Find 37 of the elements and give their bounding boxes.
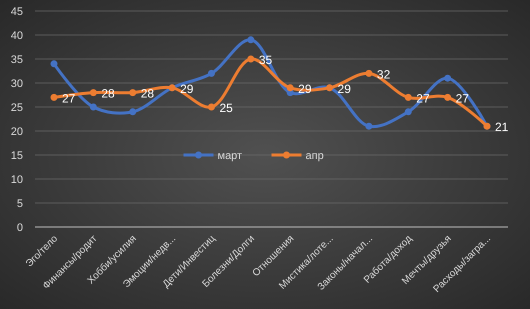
legend-label: март [218,150,242,162]
point [129,108,136,116]
point [90,104,97,110]
point [404,108,412,116]
y-tick-label: 0 [16,222,23,234]
point [365,122,372,130]
data-label: 27 [456,91,470,106]
point [444,74,452,82]
data-label: 25 [219,101,234,115]
point [50,94,58,101]
y-tick-label: 45 [10,6,23,18]
point [50,60,58,68]
point [404,94,412,101]
y-tick-label: 40 [10,30,23,42]
point [247,56,254,62]
data-label: 29 [338,82,352,96]
data-label: 21 [495,120,509,134]
point [365,70,372,77]
data-label: 27 [416,91,430,106]
point [90,89,97,96]
y-tick-label: 5 [16,198,23,210]
y-tick-label: 20 [10,126,23,138]
y-tick-label: 35 [10,54,23,66]
point [208,70,215,77]
point [129,89,136,96]
point [247,36,254,44]
point [208,104,215,110]
y-tick-label: 25 [10,102,23,114]
point [286,84,294,92]
y-tick-label: 30 [10,78,23,90]
y-tick-label: 15 [10,150,23,162]
data-label: 29 [180,82,194,96]
data-label: 32 [376,67,391,82]
y-tick-label: 10 [10,174,23,186]
point [444,94,452,101]
data-label: 28 [101,86,116,101]
legend-label: апр [306,150,324,162]
